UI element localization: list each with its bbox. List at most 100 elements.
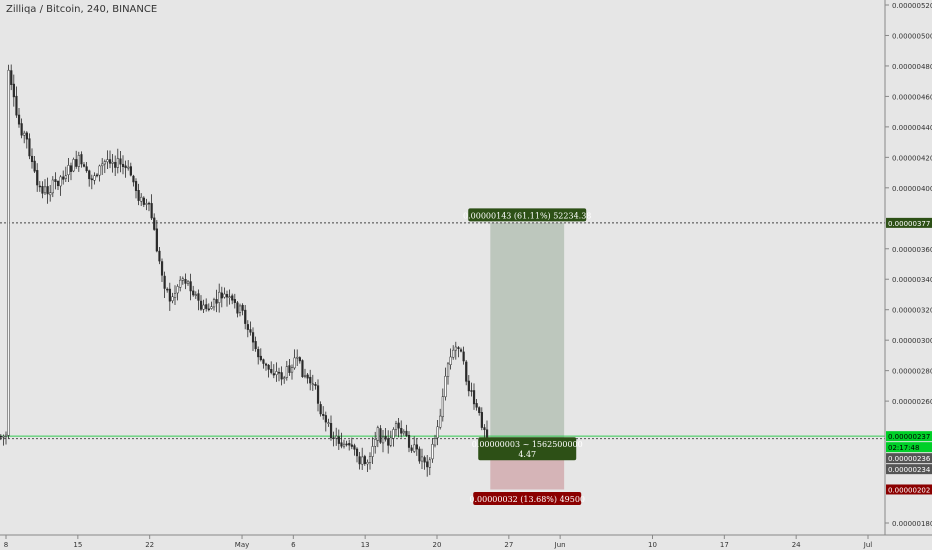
candle <box>7 69 10 436</box>
candle <box>345 443 348 446</box>
candle <box>218 291 221 303</box>
candle <box>439 415 442 428</box>
candle <box>478 407 481 413</box>
candle <box>394 423 398 431</box>
target-price-badge: 0.00000377 <box>888 220 930 228</box>
candle <box>207 308 210 311</box>
candle <box>25 132 28 140</box>
candle <box>431 444 434 460</box>
candle <box>270 369 273 373</box>
candle <box>95 174 99 177</box>
price-axis-label: 0.00000180 <box>892 520 932 528</box>
candle <box>127 166 130 169</box>
candle <box>119 158 122 165</box>
price-axis-label: 0.00000480 <box>892 63 932 71</box>
candle <box>10 70 13 85</box>
candle <box>82 164 86 167</box>
entry-label-bg[interactable] <box>478 437 577 461</box>
candle <box>452 349 455 358</box>
candle <box>413 444 416 452</box>
stop-label: 0.00000032 (13.68%) 49500 <box>469 495 585 504</box>
candle <box>205 304 208 309</box>
candle <box>108 159 112 164</box>
candle <box>173 293 177 298</box>
price-axis-label: 0.00000340 <box>892 276 932 284</box>
candle <box>462 351 465 362</box>
candle <box>381 436 385 444</box>
level-a-badge: 0.00000236 <box>888 455 931 463</box>
candle <box>132 175 135 183</box>
candle <box>480 412 483 428</box>
candle <box>223 293 226 298</box>
candle <box>298 357 301 362</box>
chart-title: Zilliqa / Bitcoin, 240, BINANCE <box>6 4 158 15</box>
candle <box>4 434 8 437</box>
candle <box>72 159 75 172</box>
candle <box>335 435 338 439</box>
candle <box>147 202 151 205</box>
candle <box>283 377 286 380</box>
time-axis-label: 6 <box>291 541 296 549</box>
level-a-badge-bg <box>886 453 932 464</box>
candle <box>272 373 275 376</box>
candle <box>181 278 184 281</box>
candle <box>483 427 486 431</box>
candle <box>98 165 101 176</box>
candle <box>2 435 5 438</box>
time-axis-label: 20 <box>433 541 442 549</box>
candle <box>454 346 457 351</box>
candle <box>311 383 314 386</box>
candle <box>114 161 117 168</box>
candle <box>140 196 143 202</box>
candle <box>337 436 340 444</box>
candle <box>275 371 278 375</box>
candle <box>355 448 359 457</box>
price-axis-label: 0.00000360 <box>892 246 932 254</box>
candle <box>228 296 231 298</box>
candle <box>340 442 343 447</box>
candle <box>324 415 327 423</box>
candle <box>472 390 476 405</box>
candle <box>301 360 304 377</box>
candle <box>322 414 325 416</box>
candle <box>30 155 34 163</box>
candle <box>280 372 283 380</box>
candle <box>389 437 392 446</box>
candle <box>134 181 138 191</box>
candle <box>441 396 444 418</box>
candle <box>371 446 374 457</box>
time-axis-label: 8 <box>4 541 8 549</box>
time-axis-label: 13 <box>361 541 370 549</box>
profit-zone[interactable] <box>490 222 565 441</box>
candle <box>327 422 330 424</box>
target-label: 0.00000143 (61.11%) 52234.38 <box>463 211 591 220</box>
candle <box>12 83 15 98</box>
candle <box>285 366 288 378</box>
candle <box>168 288 171 302</box>
candle <box>366 462 369 465</box>
candle <box>470 390 473 392</box>
candle <box>0 435 2 438</box>
candle <box>407 435 411 448</box>
candle <box>17 114 21 125</box>
candle <box>106 159 109 163</box>
time-axis-label: 27 <box>504 541 513 549</box>
candle <box>137 190 140 201</box>
candle <box>77 155 80 167</box>
time-axis-label: Jun <box>554 541 566 549</box>
stop-label-bg[interactable] <box>473 491 582 505</box>
candle <box>186 281 190 284</box>
candle <box>444 375 447 398</box>
candle <box>236 302 239 314</box>
time-axis-label: 15 <box>73 541 82 549</box>
candle <box>446 363 450 377</box>
target-label-bg[interactable] <box>468 208 587 222</box>
time-axis-label: 24 <box>792 541 801 549</box>
candle <box>103 161 106 165</box>
candle <box>316 385 320 404</box>
candle <box>402 431 405 434</box>
current-price-badge: 0.00000237 <box>888 433 930 441</box>
price-axis-label: 0.00000420 <box>892 154 932 162</box>
